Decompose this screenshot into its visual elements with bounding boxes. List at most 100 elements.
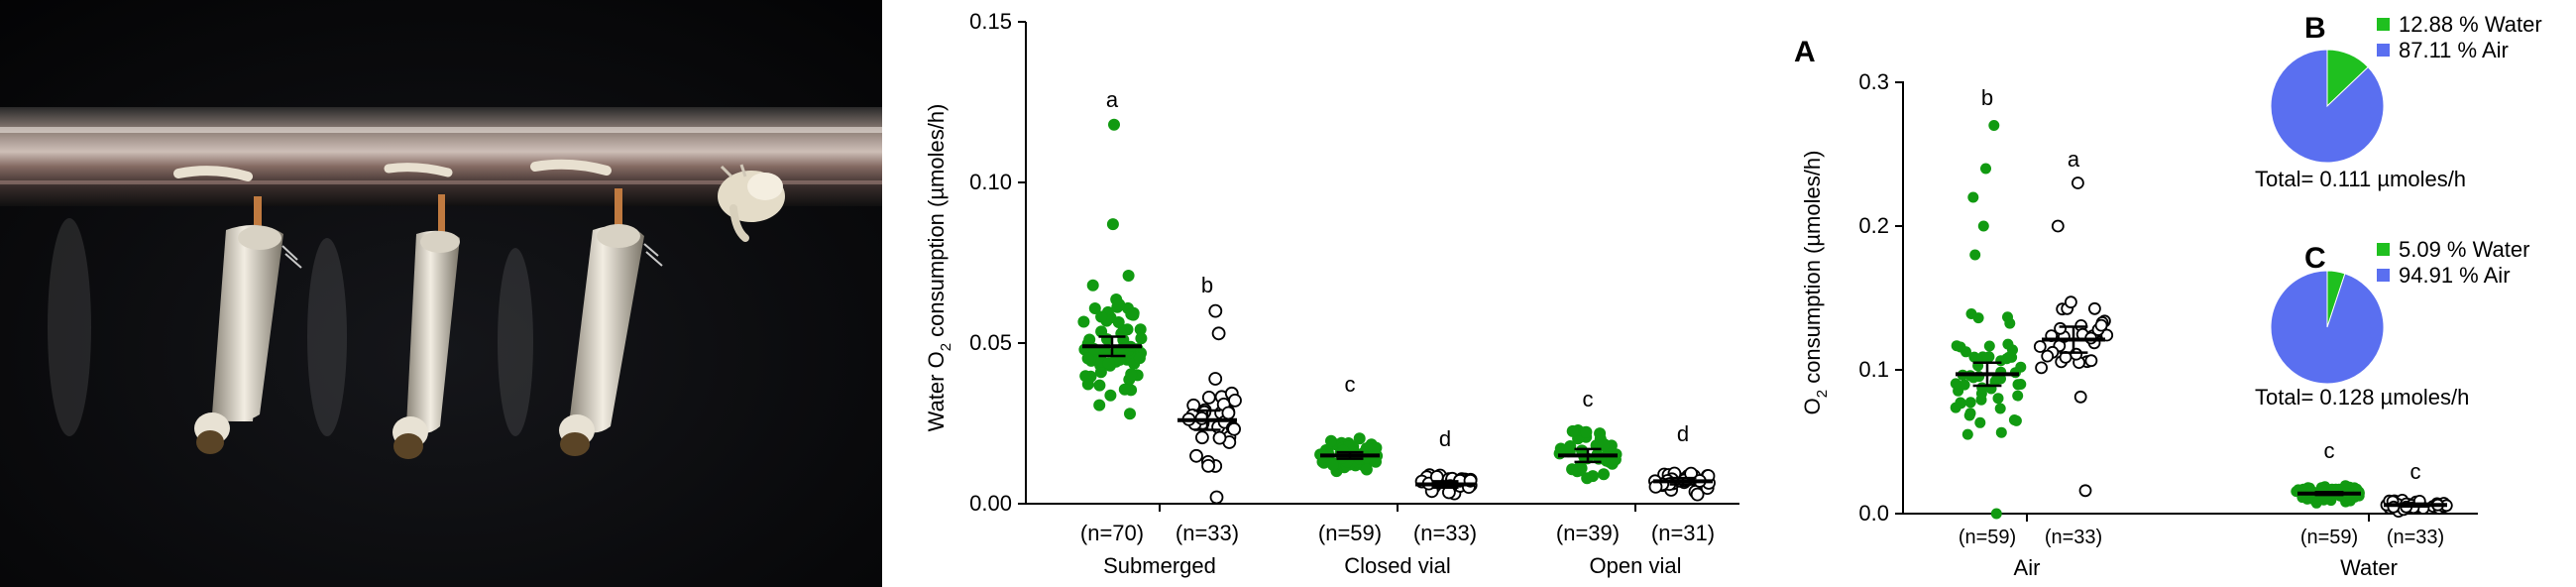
data-point xyxy=(1566,463,1579,476)
data-point xyxy=(1201,458,1215,473)
pie-b-slices xyxy=(2270,49,2385,164)
data-point xyxy=(1964,397,1976,409)
data-point xyxy=(1326,458,1339,471)
data-point xyxy=(1088,302,1101,314)
data-point xyxy=(1112,316,1125,328)
data-point xyxy=(1598,468,1610,481)
data-point xyxy=(1980,163,1991,175)
data-point xyxy=(2315,482,2327,494)
chart2-group-label: Water xyxy=(2340,555,2398,580)
data-point xyxy=(1189,448,1203,463)
data-point xyxy=(1961,428,1973,440)
data-point xyxy=(1580,425,1593,438)
data-point xyxy=(1990,508,2002,520)
pie-c-slices xyxy=(2270,270,2385,385)
data-point xyxy=(1690,487,1705,502)
data-point xyxy=(2071,176,2084,189)
pie-c-legend-water: 5.09 % Water xyxy=(2399,237,2529,262)
chart2-tick-label: 0.3 xyxy=(1858,69,1889,94)
data-point xyxy=(2094,318,2108,332)
data-point xyxy=(1950,378,1961,390)
data-point xyxy=(1209,490,1224,505)
chart2-n-label: (n=33) xyxy=(2045,527,2102,548)
chart1-points xyxy=(1077,118,1716,505)
pie-c-legend-swatch-air xyxy=(2377,269,2390,282)
data-point xyxy=(2033,340,2047,353)
chart1-tick-label: 0.15 xyxy=(969,9,1012,34)
chart1-group-label: Closed vial xyxy=(1344,553,1451,578)
chart2-n-label: (n=59) xyxy=(2300,527,2358,548)
chart1-letter: b xyxy=(1201,273,1213,297)
data-point xyxy=(1211,326,1226,341)
data-point xyxy=(2051,219,2065,233)
data-point xyxy=(2008,414,2020,425)
data-point xyxy=(1108,118,1120,131)
chart1-n-label: (n=33) xyxy=(1176,521,1239,545)
data-point xyxy=(1594,427,1607,440)
chart2-points xyxy=(1950,120,2453,520)
data-point xyxy=(1212,430,1227,445)
data-point xyxy=(1989,376,2001,388)
pie-c: C 5.09 % Water 94.91 % Air Total= 0.128 … xyxy=(2255,237,2529,410)
data-point xyxy=(1118,383,1131,396)
data-point xyxy=(1081,352,1094,365)
chart1-group-label: Submerged xyxy=(1103,553,1216,578)
chart2-letter: c xyxy=(2410,459,2421,484)
data-point xyxy=(2084,354,2098,368)
chart1-letter: d xyxy=(1439,426,1451,451)
data-point xyxy=(1977,220,1989,232)
data-point xyxy=(2012,390,2024,402)
chart1-tick-label: 0.00 xyxy=(969,491,1012,516)
chart1-y-ticks: 0.00 0.05 0.10 0.15 xyxy=(969,9,1026,516)
data-point xyxy=(1959,379,1970,391)
chart1-letter: a xyxy=(1106,87,1119,112)
chart2-y-label: O2 consumption (µmoles/h) xyxy=(1800,151,1831,415)
pie-b-legend-water: 12.88 % Water xyxy=(2399,12,2542,37)
data-point xyxy=(1093,379,1106,392)
chart1-letter: c xyxy=(1583,387,1594,411)
data-point xyxy=(1228,393,1242,408)
pie-c-legend-air: 94.91 % Air xyxy=(2399,263,2511,288)
data-point xyxy=(1124,408,1136,420)
data-point xyxy=(1125,368,1138,381)
data-point xyxy=(1587,470,1599,483)
chart2-tick-label: 0.2 xyxy=(1858,213,1889,238)
data-point xyxy=(1102,357,1115,370)
chart1-tick-label: 0.10 xyxy=(969,170,1012,194)
data-point xyxy=(1353,432,1366,445)
data-point xyxy=(2064,295,2077,309)
data-point xyxy=(1106,218,1119,231)
pie-b: B 12.88 % Water 87.11 % Air Total= 0.111… xyxy=(2255,12,2542,191)
pie-b-legend-swatch-air xyxy=(2377,44,2390,57)
data-point xyxy=(2015,379,2027,390)
data-point xyxy=(1988,120,2000,131)
chart2-letter: a xyxy=(2068,147,2080,172)
chart2-tick-label: 0.1 xyxy=(1858,357,1889,382)
data-point xyxy=(1208,303,1223,318)
data-point xyxy=(1955,341,1966,353)
chart1: Water O2 consumption (µmoles/h) 0.00 0.0… xyxy=(924,9,1739,578)
data-point xyxy=(1360,463,1373,476)
data-point xyxy=(2007,344,2018,356)
panel-label-b: B xyxy=(2304,12,2326,45)
data-point xyxy=(1201,390,1216,405)
data-point xyxy=(2087,301,2101,315)
data-point xyxy=(1976,382,1988,394)
pie-slice xyxy=(2270,270,2385,385)
pie-slice xyxy=(2270,49,2385,164)
pie-b-total: Total= 0.111 µmoles/h xyxy=(2255,167,2466,191)
data-point xyxy=(1972,312,1984,324)
data-point xyxy=(1086,279,1099,292)
data-point xyxy=(1221,406,1236,420)
data-point xyxy=(1077,315,1090,328)
data-point xyxy=(2035,361,2049,375)
data-point xyxy=(1995,426,2007,438)
data-point xyxy=(2015,361,2027,373)
pie-c-total: Total= 0.128 µmoles/h xyxy=(2255,385,2469,410)
data-point xyxy=(1081,378,1094,391)
pie-b-legend-air: 87.11 % Air xyxy=(2399,38,2509,62)
pie-c-legend-swatch-water xyxy=(2377,243,2390,256)
chart2-letter: b xyxy=(1981,85,1993,110)
data-point xyxy=(1983,340,1995,352)
data-point xyxy=(1967,191,1979,203)
